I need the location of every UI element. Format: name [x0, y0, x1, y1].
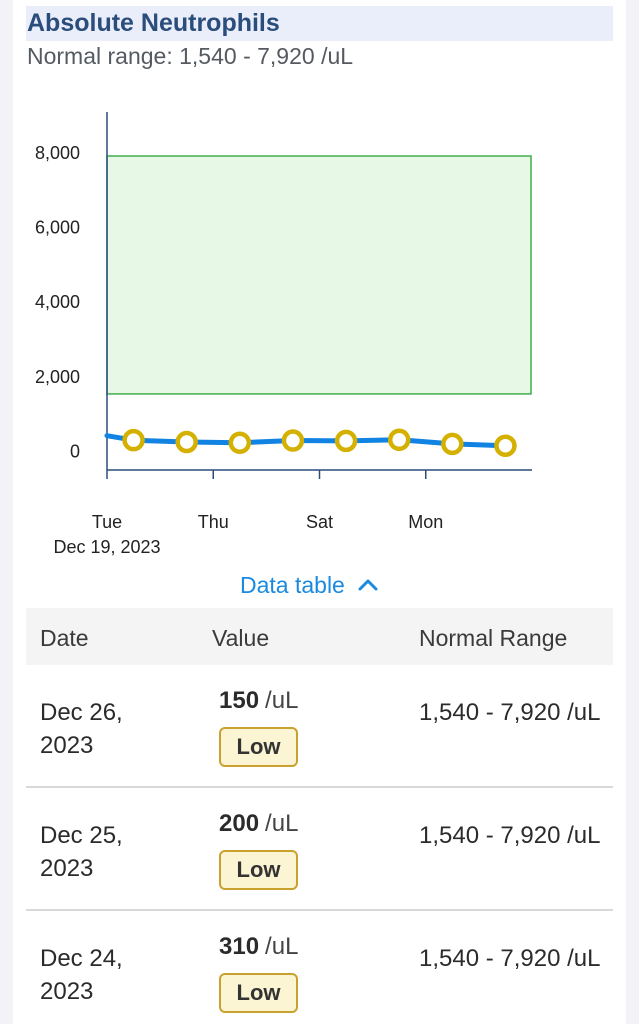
row-value: 310/uL: [219, 933, 298, 961]
row-normal-range: 1,540 - 7,920 /uL: [419, 699, 601, 726]
row-value-unit: /uL: [265, 933, 299, 960]
status-badge: Low: [219, 973, 298, 1013]
x-tick-label: Tue: [92, 512, 122, 532]
row-normal-range: 1,540 - 7,920 /uL: [419, 945, 601, 972]
table-row[interactable]: Dec 24, 2023 310/uL Low 1,540 - 7,920 /u…: [26, 911, 613, 1024]
x-tick-label: Mon: [408, 512, 443, 532]
normal-range-subtitle: Normal range: 1,540 - 7,920 /uL: [27, 42, 353, 70]
x-tick-label: Thu: [198, 512, 229, 532]
row-value-number: 310: [219, 933, 260, 960]
x-tick-label: Sat: [306, 512, 333, 532]
table-row[interactable]: Dec 26, 2023 150/uL Low 1,540 - 7,920 /u…: [26, 665, 613, 788]
row-date: Dec 24, 2023: [40, 945, 123, 1005]
normal-range-band: [106, 155, 532, 395]
data-point: [334, 429, 358, 453]
data-point: [228, 431, 252, 455]
neutrophils-chart: 0 2,000 4,000 6,000 8,000 Tue Thu Sat Mon Dec 19,…: [35, 112, 532, 557]
status-badge: Low: [219, 727, 298, 767]
chevron-up-icon: [358, 579, 378, 591]
date-column-header: Date: [40, 625, 89, 651]
data-table-toggle[interactable]: Data table: [240, 570, 379, 600]
title-bar: [26, 6, 613, 41]
row-value-number: 150: [219, 687, 260, 714]
lab-result-card: Absolute Neutrophils Normal range: 1,540…: [13, 0, 626, 1024]
normal-range-value: 1,540 - 7,920 /uL: [179, 43, 354, 69]
data-point: [175, 430, 198, 454]
status-badge: Low: [219, 850, 298, 890]
row-date: Dec 25, 2023: [40, 822, 123, 882]
row-value-number: 200: [219, 810, 260, 837]
data-point: [281, 429, 305, 452]
row-value: 150/uL: [219, 687, 298, 715]
row-date: Dec 26, 2023: [40, 699, 123, 759]
x-axis-date-label: Dec 19, 2023: [53, 537, 160, 557]
row-value-unit: /uL: [265, 810, 299, 837]
table-row[interactable]: Dec 25, 2023 200/uL Low 1,540 - 7,920 /u…: [26, 788, 613, 911]
y-tick-label: 4,000: [35, 292, 80, 312]
row-value-unit: /uL: [265, 687, 299, 714]
row-value: 200/uL: [219, 810, 298, 838]
y-tick-label: 8,000: [35, 143, 80, 163]
page-title: Absolute Neutrophils: [27, 9, 280, 37]
data-table-toggle-label: Data table: [240, 571, 345, 598]
data-point: [494, 434, 517, 458]
y-tick-label: 6,000: [35, 218, 80, 238]
y-tick-label: 0: [70, 441, 80, 461]
data-point: [387, 428, 411, 452]
y-tick-label: 2,000: [35, 367, 80, 387]
table-header: Date Value Normal Range: [26, 608, 613, 665]
value-column-header: Value: [212, 625, 270, 651]
data-point: [122, 428, 145, 452]
range-column-header: Normal Range: [419, 625, 568, 651]
normal-range-label: Normal range:: [27, 43, 173, 69]
data-point: [441, 432, 464, 456]
row-normal-range: 1,540 - 7,920 /uL: [419, 822, 601, 849]
